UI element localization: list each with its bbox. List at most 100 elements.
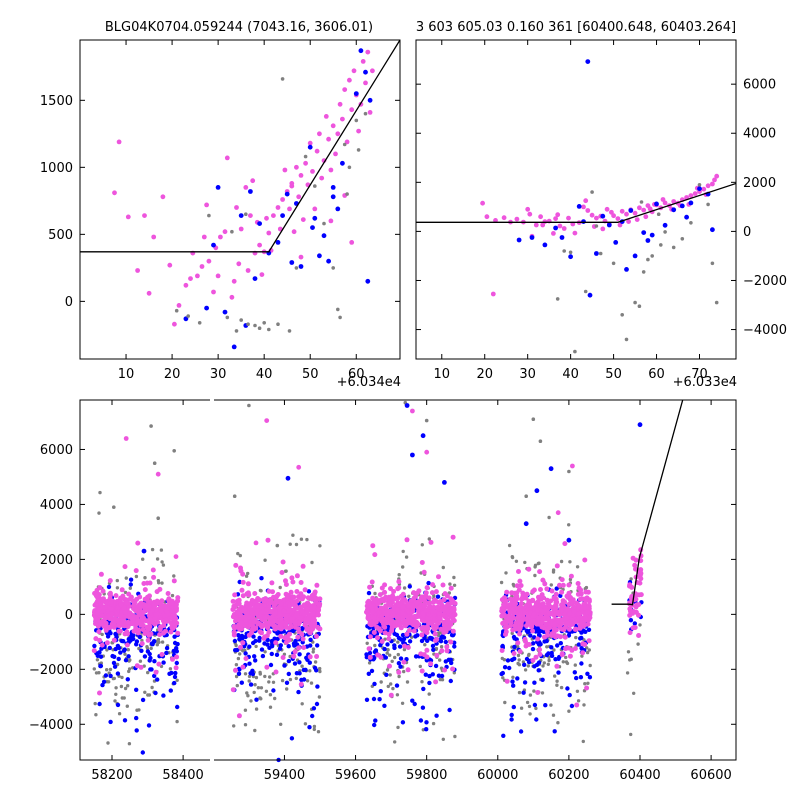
data-point bbox=[118, 602, 124, 608]
data-point bbox=[517, 631, 522, 637]
data-point bbox=[287, 329, 292, 333]
data-point bbox=[125, 624, 131, 630]
data-point bbox=[578, 587, 584, 593]
data-point bbox=[231, 632, 237, 638]
data-point bbox=[255, 603, 260, 609]
data-point bbox=[128, 658, 132, 662]
y-tick-label: 4000 bbox=[40, 498, 73, 513]
data-point bbox=[174, 654, 180, 660]
data-point bbox=[444, 593, 450, 599]
data-point bbox=[375, 635, 380, 641]
data-point bbox=[167, 262, 173, 268]
data-point bbox=[396, 661, 402, 666]
data-point bbox=[514, 596, 520, 602]
data-point bbox=[173, 665, 179, 671]
data-point bbox=[448, 614, 454, 619]
data-point bbox=[147, 599, 153, 605]
data-point bbox=[128, 594, 134, 600]
data-point bbox=[271, 618, 277, 624]
data-point bbox=[583, 682, 587, 686]
data-point bbox=[594, 224, 599, 228]
data-point bbox=[172, 574, 176, 578]
data-point bbox=[649, 232, 655, 238]
data-point bbox=[128, 582, 133, 587]
data-point bbox=[107, 592, 113, 598]
data-point bbox=[598, 251, 603, 256]
data-point bbox=[638, 623, 642, 627]
data-point bbox=[423, 643, 427, 647]
data-point bbox=[224, 155, 230, 161]
data-point bbox=[142, 587, 148, 593]
data-point bbox=[517, 649, 523, 654]
data-point bbox=[559, 589, 565, 595]
data-point bbox=[253, 728, 257, 733]
data-point bbox=[431, 647, 436, 652]
data-point bbox=[401, 565, 405, 569]
data-point bbox=[277, 611, 283, 617]
data-point bbox=[161, 563, 166, 567]
data-point bbox=[581, 204, 586, 210]
data-point bbox=[116, 628, 122, 634]
data-point bbox=[155, 677, 160, 682]
data-point bbox=[269, 580, 275, 586]
data-point bbox=[300, 563, 306, 569]
data-point bbox=[299, 537, 304, 541]
data-point bbox=[630, 625, 636, 631]
data-point bbox=[250, 178, 256, 184]
data-point bbox=[160, 581, 164, 585]
data-point bbox=[312, 724, 317, 729]
data-point bbox=[512, 623, 518, 629]
data-point bbox=[236, 597, 242, 603]
data-point bbox=[98, 571, 104, 577]
data-point bbox=[294, 671, 300, 676]
data-point bbox=[257, 242, 262, 248]
data-point bbox=[553, 225, 558, 231]
y-tick-label: 6000 bbox=[743, 78, 776, 93]
data-point bbox=[172, 449, 176, 453]
data-point bbox=[128, 577, 134, 582]
data-point bbox=[111, 660, 117, 666]
data-point bbox=[145, 645, 149, 649]
data-point bbox=[561, 226, 567, 231]
data-point bbox=[540, 691, 545, 695]
data-point bbox=[367, 634, 373, 640]
data-point bbox=[452, 575, 456, 580]
data-point bbox=[527, 704, 532, 709]
data-point bbox=[446, 657, 451, 662]
x-tick-label: 10 bbox=[118, 367, 135, 382]
data-point bbox=[549, 645, 554, 650]
data-point bbox=[427, 673, 432, 679]
data-point bbox=[340, 160, 345, 166]
data-point bbox=[304, 627, 310, 632]
data-point bbox=[175, 704, 180, 710]
data-point bbox=[119, 638, 125, 644]
data-point bbox=[284, 680, 290, 685]
data-point bbox=[121, 605, 127, 611]
data-point bbox=[255, 607, 260, 613]
data-point bbox=[310, 595, 316, 601]
data-point bbox=[572, 646, 578, 651]
data-point bbox=[130, 615, 136, 621]
data-point bbox=[263, 596, 268, 602]
data-point bbox=[576, 699, 581, 703]
data-point bbox=[297, 615, 303, 620]
data-point bbox=[539, 619, 545, 625]
data-point bbox=[113, 646, 118, 652]
data-point bbox=[573, 663, 577, 667]
data-point bbox=[377, 599, 383, 604]
data-point bbox=[425, 638, 430, 643]
data-point bbox=[535, 607, 540, 613]
data-point bbox=[211, 242, 216, 248]
data-point bbox=[98, 663, 103, 669]
data-point bbox=[559, 559, 564, 564]
data-point bbox=[254, 644, 258, 649]
data-point bbox=[254, 675, 259, 680]
data-point bbox=[305, 657, 310, 662]
data-point bbox=[637, 422, 643, 428]
data-point bbox=[671, 199, 677, 204]
data-point bbox=[504, 678, 510, 684]
data-point bbox=[146, 603, 151, 609]
data-point bbox=[627, 583, 632, 589]
data-point bbox=[172, 321, 177, 327]
data-point bbox=[247, 614, 253, 620]
